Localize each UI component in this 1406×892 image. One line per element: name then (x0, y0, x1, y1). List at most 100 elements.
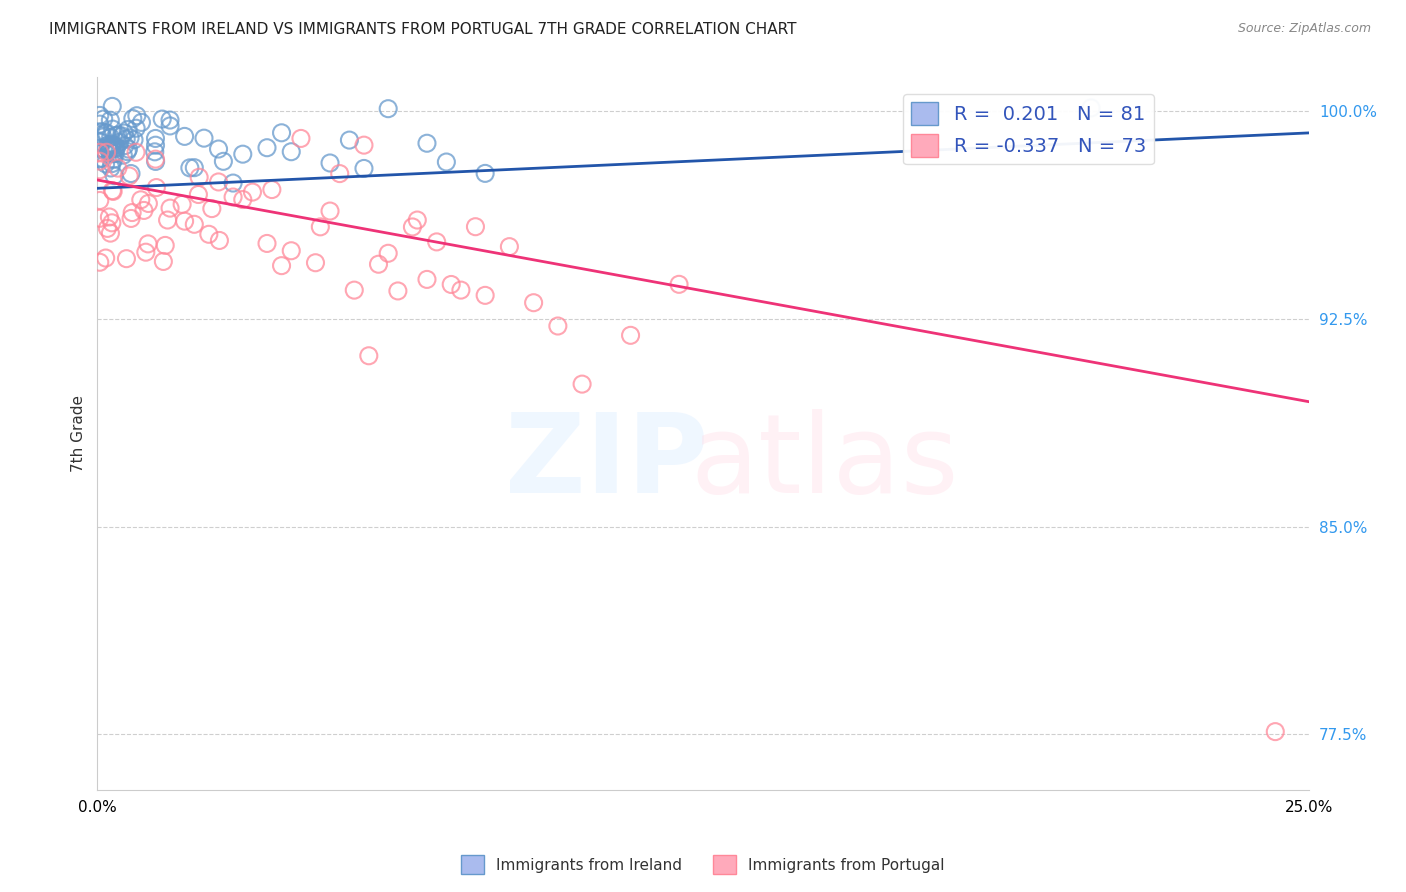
Point (112, 126, 135, 140)
Point (319, 204, 342, 219)
Point (117, 145, 139, 159)
Point (143, 145, 166, 159)
Point (89, 211, 111, 226)
Point (256, 236, 278, 251)
Point (387, 284, 409, 298)
Point (619, 328, 641, 343)
Point (155, 238, 177, 252)
Point (97, 137, 120, 152)
Point (98, 113, 121, 128)
Point (121, 205, 143, 219)
Point (159, 201, 181, 215)
Point (114, 138, 136, 153)
Point (103, 185, 125, 199)
Point (201, 202, 224, 216)
Point (100, 226, 122, 240)
Point (440, 277, 463, 292)
Point (198, 227, 221, 242)
Point (179, 161, 201, 175)
Point (183, 161, 205, 175)
Point (100, 130, 122, 145)
Point (280, 145, 302, 159)
Point (668, 277, 690, 292)
Point (104, 140, 127, 154)
Point (357, 349, 380, 363)
Point (222, 176, 245, 190)
Point (91, 142, 114, 156)
Point (173, 214, 195, 228)
Point (97, 142, 120, 156)
Point (232, 147, 254, 161)
Point (145, 138, 167, 153)
Point (108, 135, 131, 149)
Point (111, 128, 134, 143)
Point (100, 139, 122, 153)
Point (91, 130, 114, 145)
Point (152, 254, 174, 268)
Point (187, 187, 209, 202)
Point (159, 119, 181, 133)
Y-axis label: 7th Grade: 7th Grade (72, 395, 86, 472)
Point (136, 236, 159, 251)
Point (89, 154, 111, 169)
Point (115, 252, 138, 266)
Point (329, 167, 352, 181)
Point (129, 193, 152, 207)
Point (172, 197, 194, 211)
Point (1264, 724, 1286, 739)
Point (523, 295, 546, 310)
Point (474, 166, 496, 180)
Point (150, 112, 173, 126)
Point (89, 142, 111, 156)
Point (98, 143, 121, 157)
Point (120, 167, 142, 181)
Point (89, 255, 111, 269)
Point (97, 138, 120, 153)
Point (101, 122, 124, 136)
Legend: Immigrants from Ireland, Immigrants from Portugal: Immigrants from Ireland, Immigrants from… (456, 849, 950, 880)
Point (93, 112, 115, 126)
Point (256, 141, 278, 155)
Point (450, 283, 472, 297)
Point (377, 246, 399, 260)
Point (120, 211, 142, 226)
Point (208, 234, 231, 248)
Point (94, 143, 117, 157)
Text: ZIP: ZIP (505, 409, 709, 516)
Point (193, 131, 215, 145)
Point (89, 134, 111, 148)
Point (270, 259, 292, 273)
Point (290, 131, 312, 145)
Legend: R =  0.201   N = 81, R = -0.337   N = 73: R = 0.201 N = 81, R = -0.337 N = 73 (904, 95, 1154, 164)
Point (96, 145, 118, 160)
Point (90, 125, 112, 139)
Point (280, 244, 302, 258)
Point (145, 152, 167, 166)
Point (96, 126, 118, 140)
Point (112, 148, 135, 162)
Point (183, 217, 205, 231)
Point (121, 112, 143, 126)
Point (406, 213, 429, 227)
Text: IMMIGRANTS FROM IRELAND VS IMMIGRANTS FROM PORTUGAL 7TH GRADE CORRELATION CHART: IMMIGRANTS FROM IRELAND VS IMMIGRANTS FR… (49, 22, 797, 37)
Point (131, 115, 153, 129)
Point (156, 213, 179, 227)
Point (89, 136, 111, 150)
Point (135, 245, 157, 260)
Point (242, 185, 264, 199)
Text: atlas: atlas (690, 409, 959, 516)
Point (118, 169, 141, 183)
Point (304, 256, 326, 270)
Point (159, 113, 181, 128)
Point (222, 190, 245, 204)
Point (94, 251, 117, 265)
Point (120, 130, 142, 145)
Point (104, 146, 127, 161)
Point (101, 156, 124, 170)
Point (115, 132, 138, 146)
Point (117, 122, 139, 136)
Point (125, 109, 148, 123)
Point (101, 184, 124, 198)
Point (94, 157, 117, 171)
Point (122, 133, 145, 147)
